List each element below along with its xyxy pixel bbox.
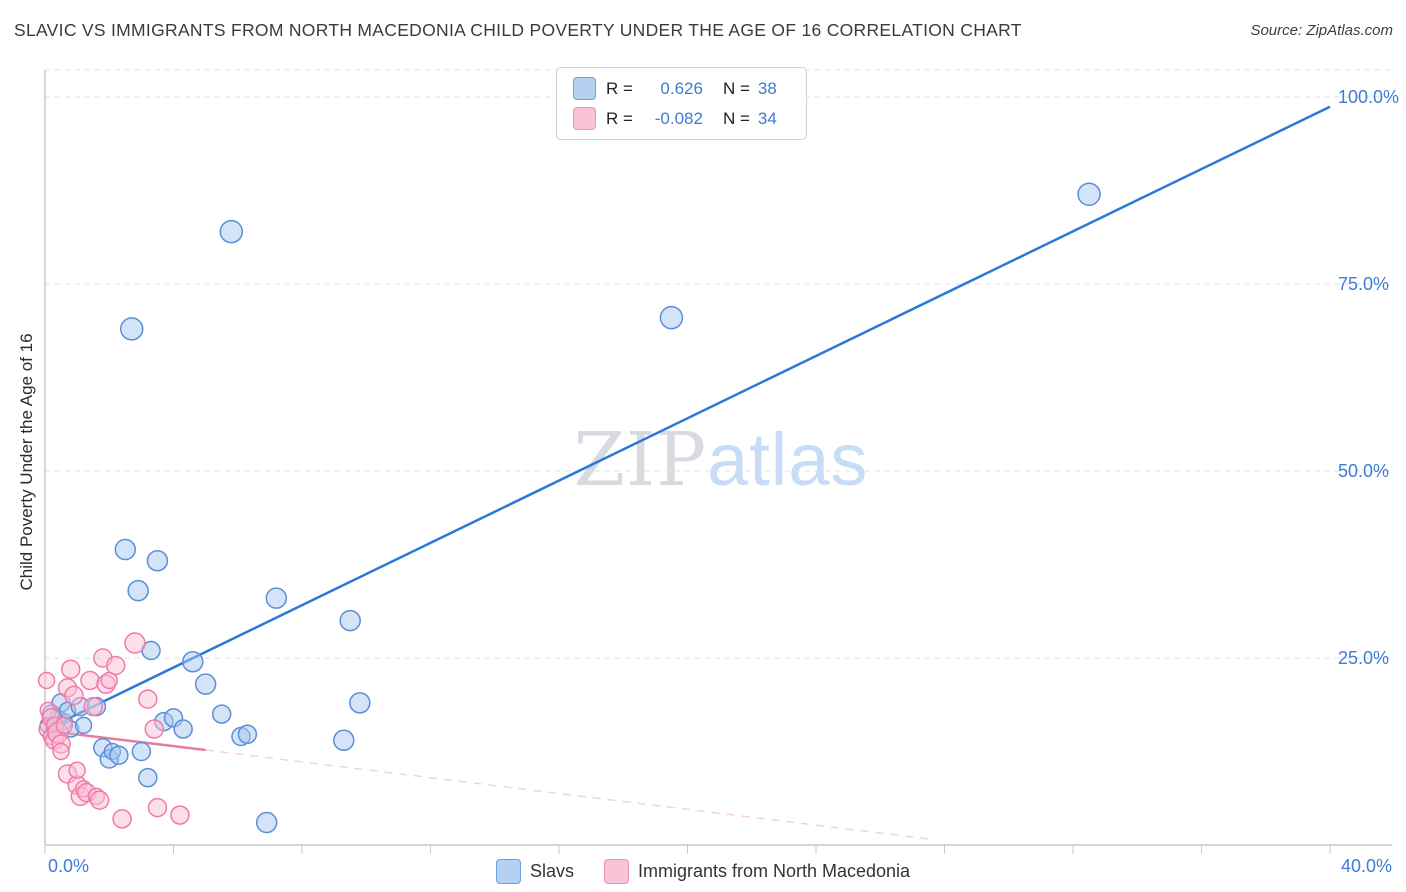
slavs-n-value: 38	[757, 78, 777, 98]
y-tick-label: 100.0%	[1338, 87, 1399, 107]
slavs-legend-swatch	[573, 77, 596, 100]
macedonia-swatch	[603, 859, 629, 884]
scatter-point	[68, 761, 86, 779]
watermark-zip: ZIP	[573, 417, 708, 503]
trend-line	[46, 105, 1331, 731]
scatter-point	[127, 579, 149, 602]
scatter-point	[146, 550, 169, 572]
macedonia-legend-swatch	[573, 107, 596, 130]
macedonia-label: Immigrants from North Macedonia	[637, 861, 911, 881]
scatter-point	[144, 719, 164, 739]
macedonia-r-value: -0.082	[654, 108, 703, 128]
scatter-point	[124, 632, 146, 654]
scatter-point	[1077, 182, 1101, 206]
scatter-point	[237, 724, 258, 745]
scatter-point	[182, 650, 204, 673]
scatter-point	[349, 692, 371, 714]
y-tick-label: 50.0%	[1338, 461, 1389, 481]
r-label: R =	[606, 108, 633, 128]
scatter-point	[119, 317, 144, 341]
r-label: R =	[606, 78, 633, 98]
slavs-swatch	[495, 859, 521, 884]
scatter-point	[112, 809, 132, 829]
watermark: ZIPatlas	[574, 417, 869, 503]
scatter-point	[659, 305, 684, 330]
scatter-point	[80, 670, 100, 691]
scatter-point	[60, 659, 81, 679]
scatter-point	[265, 587, 288, 609]
slavs-r-value: 0.626	[660, 78, 703, 98]
x-tick-label-min: 0.0%	[48, 856, 89, 876]
scatter-point	[52, 742, 70, 761]
y-tick-label: 75.0%	[1338, 274, 1389, 294]
scatter-point	[194, 673, 217, 695]
scatter-point	[109, 745, 129, 765]
series-legend: Slavs Immigrants from North Macedonia	[0, 859, 1406, 884]
watermark-atlas: atlas	[707, 418, 869, 501]
scatter-point	[114, 538, 137, 561]
scatter-point	[74, 716, 93, 735]
n-label: N =	[722, 78, 750, 98]
scatter-point	[55, 716, 74, 735]
series-legend-macedonia: Immigrants from North Macedonia	[603, 859, 911, 884]
scatter-point	[138, 767, 158, 788]
scatter-point	[64, 685, 84, 706]
scatter-point	[211, 704, 232, 724]
scatter-point	[37, 671, 56, 690]
series-legend-slavs: Slavs	[495, 859, 574, 884]
scatter-point	[89, 790, 110, 810]
y-tick-label: 25.0%	[1338, 648, 1389, 668]
page-title: SLAVIC VS IMMIGRANTS FROM NORTH MACEDONI…	[14, 20, 1022, 40]
scatter-point	[339, 609, 361, 632]
scatter-point	[138, 689, 158, 709]
scatter-point	[170, 805, 190, 825]
legend-row-macedonia: R = -0.082 N = 34	[573, 107, 790, 130]
scatter-point	[147, 797, 168, 818]
scatter-point	[105, 655, 126, 676]
source-attribution: Source: ZipAtlas.com	[1250, 22, 1393, 39]
n-label: N =	[722, 108, 750, 128]
scatter-point	[219, 219, 244, 244]
scatter-point	[131, 741, 152, 762]
correlation-legend: R = 0.626 N = 38 R = -0.082 N = 34	[556, 67, 807, 140]
trend-line	[205, 749, 929, 840]
scatter-point	[255, 811, 278, 834]
scatter-point	[83, 696, 103, 717]
slavs-label: Slavs	[529, 861, 574, 881]
scatter-point	[333, 729, 355, 752]
scatter-point	[173, 719, 193, 739]
x-tick-label-max: 40.0%	[1341, 856, 1392, 876]
legend-row-slavs: R = 0.626 N = 38	[573, 77, 790, 100]
macedonia-n-value: 34	[757, 108, 777, 128]
